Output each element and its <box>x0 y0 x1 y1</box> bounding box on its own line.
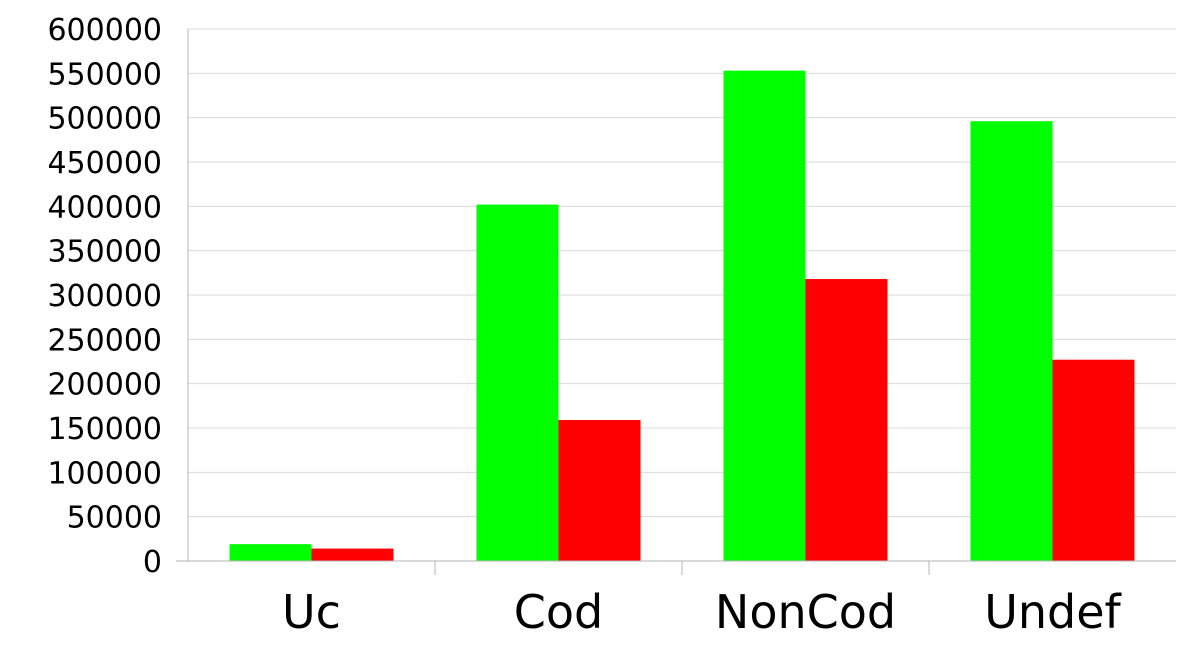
x-category-label: Uc <box>282 585 341 639</box>
bar <box>723 70 806 561</box>
y-tick-label: 450000 <box>47 146 162 181</box>
gridlines <box>188 28 1176 518</box>
x-category-labels: Uc Cod NonCod Undef <box>282 585 1123 639</box>
y-tick-label: 50000 <box>67 501 162 536</box>
y-tick-label: 400000 <box>47 190 162 225</box>
bar <box>229 544 312 561</box>
y-tick-label: 500000 <box>47 102 162 137</box>
bar <box>1052 359 1135 561</box>
y-tick-label: 200000 <box>47 368 162 403</box>
y-tick-labels: 0 50000 100000 150000 200000 250000 300000 3500… <box>47 13 162 580</box>
bar <box>476 204 559 561</box>
x-category-label: Cod <box>514 585 603 639</box>
y-tick-label: 150000 <box>47 412 162 447</box>
y-tick-label: 600000 <box>47 13 162 48</box>
x-category-label: NonCod <box>715 585 896 639</box>
bar <box>311 548 394 561</box>
axes <box>176 29 1176 575</box>
y-tick-label: 0 <box>143 545 162 580</box>
x-category-label: Undef <box>984 585 1122 639</box>
bar <box>558 420 641 561</box>
bar <box>970 121 1053 562</box>
y-tick-label: 550000 <box>47 57 162 92</box>
y-tick-label: 300000 <box>47 279 162 314</box>
y-tick-label: 250000 <box>47 323 162 358</box>
bars <box>229 70 1135 562</box>
y-tick-label: 350000 <box>47 235 162 270</box>
bar <box>805 279 888 561</box>
y-tick-label: 100000 <box>47 456 162 491</box>
